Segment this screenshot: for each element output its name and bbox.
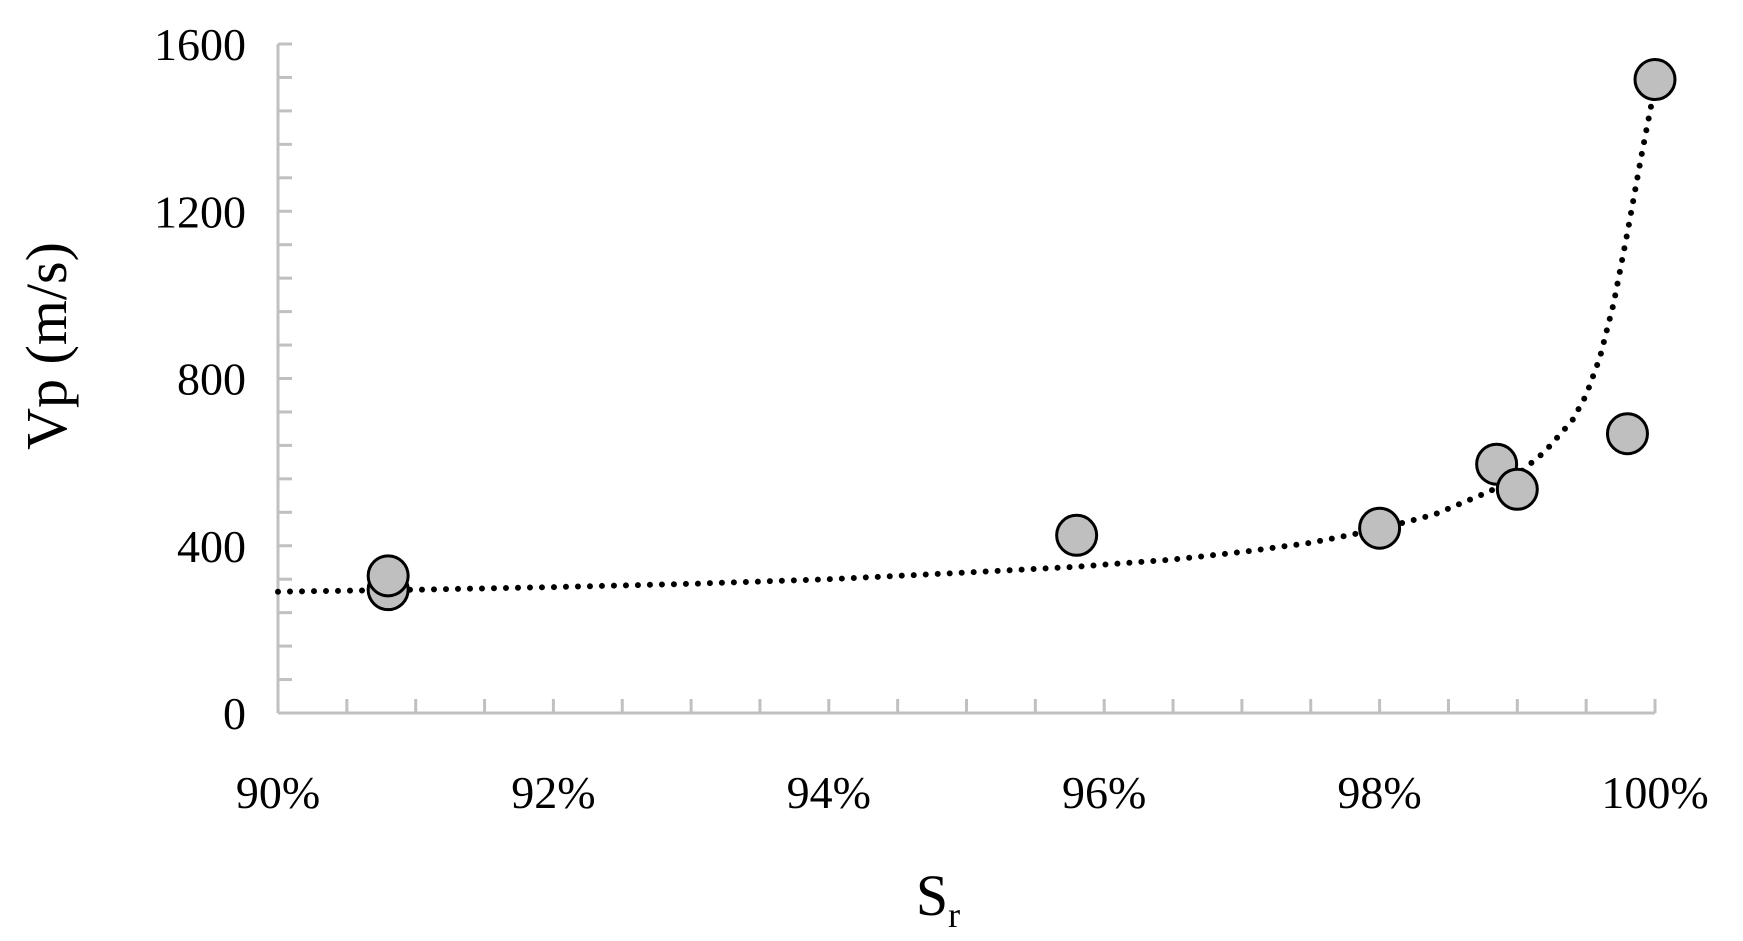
tick-labels: 0 400 800 1200 1600 90% 92% 94% 96% 98% 100% xyxy=(154,19,1709,818)
x-axis-title: Sr xyxy=(916,863,960,935)
x-tick-label: 98% xyxy=(1337,767,1421,818)
data-point xyxy=(1055,513,1099,557)
data-points xyxy=(366,58,1677,612)
x-axis-title-main: S xyxy=(916,863,948,928)
x-tick-label: 94% xyxy=(787,767,871,818)
y-tick-label: 1600 xyxy=(154,19,246,70)
y-tick-label: 800 xyxy=(177,354,246,405)
y-axis-title: Vp (m/s) xyxy=(14,242,79,450)
y-tick-label: 400 xyxy=(177,521,246,572)
data-point xyxy=(366,554,410,598)
data-point xyxy=(1495,467,1539,511)
x-tick-label: 100% xyxy=(1601,767,1708,818)
axes xyxy=(276,42,1657,715)
x-tick-label: 92% xyxy=(511,767,595,818)
x-tick-label: 90% xyxy=(236,767,320,818)
x-tick-label: 96% xyxy=(1062,767,1146,818)
data-point xyxy=(1633,58,1677,102)
y-tick-label: 0 xyxy=(223,688,246,739)
y-tick-label: 1200 xyxy=(154,186,246,237)
data-point xyxy=(1605,412,1649,456)
data-point xyxy=(1358,506,1402,550)
trendline xyxy=(275,82,1658,595)
trendline-path xyxy=(275,82,1658,595)
x-axis-title-subscript: r xyxy=(948,895,960,935)
